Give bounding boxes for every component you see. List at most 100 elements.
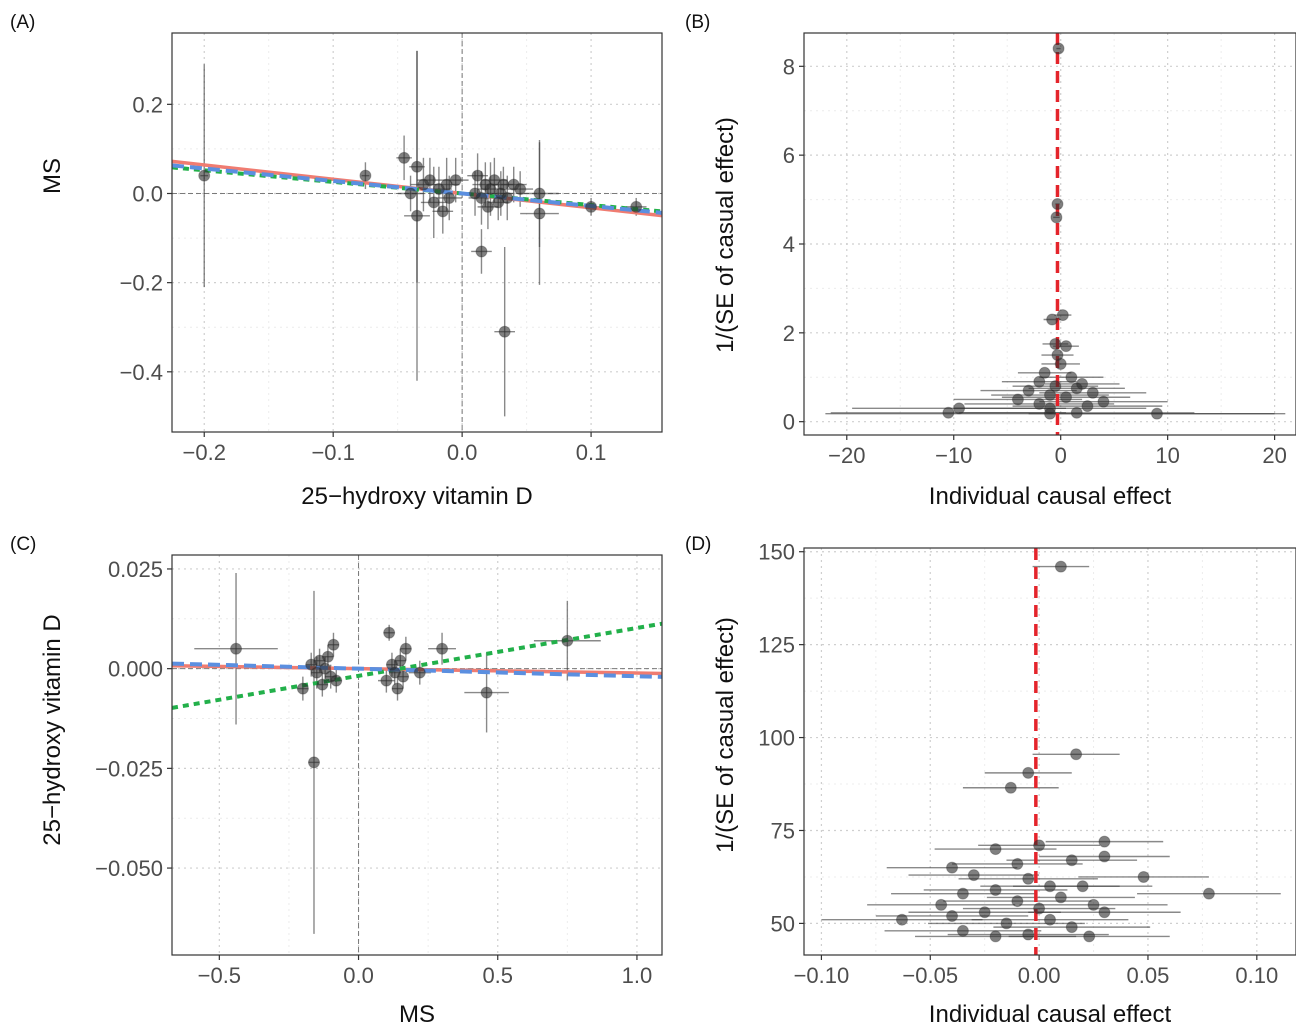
panel-b-data-point [942, 406, 955, 419]
panel-a-data-point [398, 151, 411, 164]
panel-c-data-point [316, 678, 329, 691]
panel-d-x-tick-label: −0.10 [794, 963, 850, 988]
panel-b-x-tick-label: 20 [1262, 443, 1286, 468]
panel-b-data-point [1049, 380, 1062, 393]
panel-d-data-point [946, 861, 959, 874]
panel-d-x-tick-label: −0.05 [902, 963, 958, 988]
panel-a-data-point [498, 325, 511, 338]
panel-c-data-point [307, 756, 320, 769]
panel-d-data-point [1022, 766, 1035, 779]
panel-b-plot-area [804, 33, 1296, 435]
panel-c-y-tick-label: 0.025 [108, 557, 163, 582]
panel-d-data-point [1098, 906, 1111, 919]
panel-a-data-point [359, 169, 372, 182]
panel-d-data-point [1022, 928, 1035, 941]
panel-c-y-tick-label: −0.025 [95, 756, 163, 781]
panel-b-y-tick-label: 0 [783, 410, 795, 435]
panel-a-plot-layer [172, 33, 662, 432]
panel-a-x-tick-label: −0.2 [183, 440, 226, 465]
panel-c-data-point [561, 634, 574, 647]
panel-b-data-point [953, 402, 966, 415]
panel-c-x-tick-label: −0.5 [198, 963, 241, 988]
panel-d-data-point [1202, 887, 1215, 900]
panel-b-y-tick-label: 4 [783, 232, 795, 257]
panel-b-data-point [1011, 393, 1024, 406]
panel-c-y-tick-label: 0.000 [108, 657, 163, 682]
panel-c-regression-line-dotted [172, 621, 662, 710]
panel-d-data-point [1044, 880, 1056, 893]
panel-a-data-point [440, 178, 453, 191]
panel-c-data-point [296, 682, 309, 695]
panel-b-data-point [1044, 407, 1056, 420]
panel-b-data-point [1056, 309, 1069, 322]
panel-a-data-point [436, 205, 449, 218]
panel-a-y-tick-label: −0.2 [120, 271, 163, 296]
panel-b-y-tick-label: 6 [783, 143, 795, 168]
panel-a-x-tick-label: 0.1 [576, 440, 607, 465]
panel-b-data-point [1038, 366, 1051, 379]
panel-a-tag: (A) [10, 12, 35, 33]
panel-a-y-tick-label: 0.2 [132, 92, 163, 117]
panel-d-y-tick-label: 125 [758, 633, 795, 658]
panel-b-x-tick-label: −10 [935, 443, 972, 468]
panel-b-data-point [1044, 389, 1056, 402]
panel-d-y-tick-label: 50 [771, 911, 795, 936]
panel-b-plot-layer [804, 33, 1296, 435]
panel-d-y-axis-title: 1/(SE of casual effect) [712, 617, 739, 853]
panel-a-chart: −0.2 −0.1 0.0 0.1 −0.4 −0.2 0.0 0.2 25−hydroxy v… [10, 12, 663, 510]
panel-c-tag: (C) [10, 534, 36, 555]
panel-c-x-axis-title: MS [399, 1001, 435, 1028]
panel-d-data-point [1065, 854, 1078, 867]
panel-d-data-point [1070, 748, 1083, 761]
panel-c-data-point [394, 654, 407, 667]
panel-c-data-point [330, 674, 343, 687]
panel-d-data-point [1083, 930, 1096, 943]
panel-b-data-point [1051, 198, 1064, 211]
panel-c-data-point [383, 626, 396, 639]
panel-a-y-tick-label: −0.4 [120, 360, 163, 385]
panel-c-data-point [436, 642, 449, 655]
panel-c-y-axis-title: 25−hydroxy vitamin D [39, 614, 66, 845]
panel-a-data-point [514, 183, 527, 196]
panel-a-data-point [533, 207, 546, 220]
panel-b-chart: −20 −10 0 10 20 0 2 4 6 8 Individual causal effect… [685, 12, 1296, 510]
panel-d-chart: −0.10 −0.05 0.00 0.05 0.10 50 75 100 125 150 Indiv… [685, 534, 1296, 1028]
panel-b-data-point [1049, 337, 1062, 350]
panel-a-x-axis-title: 25−hydroxy vitamin D [301, 483, 532, 510]
panel-c-data-point [399, 642, 412, 655]
panel-a-data-point [585, 200, 598, 213]
panel-d-data-point [1033, 839, 1046, 852]
panel-d-data-point [1004, 781, 1017, 794]
panel-a-x-tick-label: −0.1 [311, 440, 354, 465]
panel-d-plot-layer [804, 548, 1296, 955]
panel-a-border [171, 32, 663, 433]
panel-c-data-point [230, 642, 243, 655]
panel-a-data-point [449, 174, 462, 187]
panel-b-data-point [1097, 395, 1110, 408]
panel-d-data-point [1011, 857, 1024, 870]
panel-d-data-point [1022, 872, 1035, 885]
panel-d-data-point [989, 930, 1002, 943]
panel-a-data-point [443, 191, 456, 204]
panel-d-data-point [989, 883, 1002, 896]
panel-b-border [803, 32, 1296, 436]
panel-d-data-point [1098, 835, 1111, 848]
panel-a-data-point [423, 174, 436, 187]
panel-b-data-point [1052, 42, 1065, 55]
panel-b-y-axis-title: 1/(SE of casual effect) [712, 117, 739, 353]
panel-d-data-point [1098, 850, 1111, 863]
panel-b-x-axis-title: Individual causal effect [929, 483, 1172, 510]
panel-d-x-tick-label: 0.10 [1235, 963, 1278, 988]
panel-c-plot-area [172, 555, 662, 955]
panel-d-data-point [1011, 895, 1024, 908]
panel-b-data-point [1060, 391, 1073, 404]
panel-d-data-point [1054, 891, 1067, 904]
panel-c-data-point [480, 686, 493, 699]
panel-d-y-tick-label: 150 [758, 540, 795, 565]
panel-c-border [171, 554, 663, 956]
panel-b-data-point [1065, 371, 1078, 384]
panel-c-plot-layer [172, 555, 662, 955]
panel-b-data-point [1054, 357, 1067, 370]
panel-d-data-point [895, 913, 908, 926]
